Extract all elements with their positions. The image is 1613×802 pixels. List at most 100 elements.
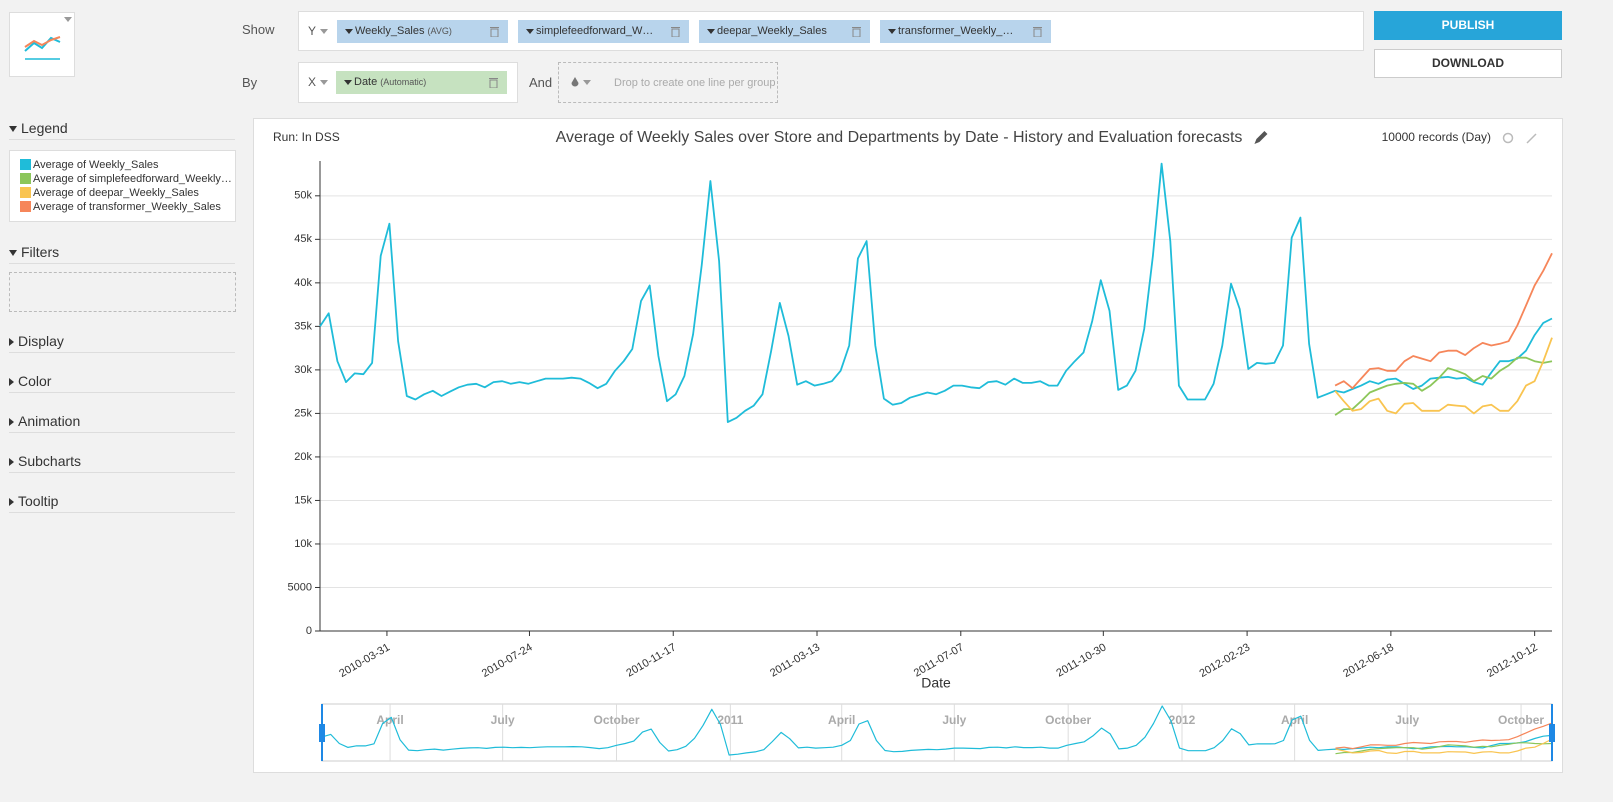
x-tick-label: 2012-02-23: [1197, 641, 1252, 680]
y-tick-label: 10k: [294, 538, 312, 550]
y-tick-label: 40k: [294, 277, 312, 289]
legend-swatch: [20, 201, 31, 212]
measure-agg: (AVG): [427, 26, 452, 36]
navigator-line: [1335, 742, 1553, 755]
legend-label: Average of Weekly_Sales: [33, 159, 159, 171]
sidebar-section[interactable]: Color: [9, 373, 235, 393]
legend-label: Average of transformer_Weekly_Sales: [33, 201, 221, 213]
navigator-label: July: [491, 713, 515, 727]
sidebar-section[interactable]: Animation: [9, 413, 235, 433]
publish-label: PUBLISH: [1441, 18, 1495, 32]
y-tick-label: 5000: [288, 581, 312, 593]
measure-name: Weekly_Sales: [355, 25, 425, 37]
series-line: [1334, 337, 1553, 415]
color-icon: [571, 77, 579, 87]
measure-pill[interactable]: Weekly_Sales (AVG): [337, 20, 508, 43]
sidebar-section[interactable]: Subcharts: [9, 453, 235, 473]
section-title: Legend: [21, 120, 68, 136]
measure-name: transformer_Weekly_Sales: [898, 25, 1016, 37]
section-title: Display: [18, 333, 64, 349]
show-label: Show: [242, 22, 275, 37]
section-title: Filters: [21, 244, 60, 260]
records-label: 10000 records (Day): [1382, 130, 1491, 144]
series-line: [319, 162, 1553, 423]
download-label: DOWNLOAD: [1432, 56, 1504, 70]
delete-icon[interactable]: [489, 77, 498, 88]
x-tick-label: 2010-03-31: [337, 641, 392, 680]
legend-swatch: [20, 187, 31, 198]
delete-icon[interactable]: [490, 26, 499, 37]
legend-swatch: [20, 159, 31, 170]
edit-icon[interactable]: [1254, 131, 1268, 144]
navigator-label: October: [593, 713, 639, 727]
delete-icon[interactable]: [671, 26, 680, 37]
x-axis-label: Date: [921, 675, 951, 691]
chart-card: Run: In DSS Average of Weekly Sales over…: [253, 118, 1563, 773]
x-tick-label: 2011-10-30: [1054, 641, 1108, 679]
x-axis-select[interactable]: X: [308, 75, 329, 89]
section-title: Animation: [18, 413, 81, 429]
legend-item[interactable]: Average of simplefeedforward_Weekly_Sale…: [20, 172, 235, 186]
section-title: Tooltip: [18, 493, 59, 509]
group-drop-hint: Drop to create one line per group: [614, 77, 776, 89]
navigator-line: [1335, 722, 1553, 750]
y-axis: Y: [308, 24, 317, 38]
sidebar-section[interactable]: Display: [9, 333, 235, 353]
legend-label: Average of deepar_Weekly_Sales: [33, 187, 199, 199]
measure-name: simplefeedforward_Weekly_Sales: [536, 25, 656, 37]
filter-dropzone[interactable]: [9, 272, 236, 312]
series-line: [1334, 356, 1553, 416]
legend-swatch: [20, 173, 31, 184]
refresh-icon[interactable]: [1502, 132, 1514, 144]
publish-button[interactable]: PUBLISH: [1374, 11, 1562, 40]
y-dropzone[interactable]: Y Weekly_Sales (AVG) simplefeedforward_We…: [298, 11, 1364, 51]
legend-label: Average of simplefeedforward_Weekly_Sale…: [33, 173, 235, 185]
navigator-label: 2011: [717, 713, 743, 727]
expand-icon[interactable]: [1526, 133, 1537, 144]
delete-icon[interactable]: [1033, 26, 1042, 37]
delete-icon[interactable]: [852, 26, 861, 37]
measure-pill[interactable]: transformer_Weekly_Sales: [880, 20, 1051, 43]
x-tick-label: 2011-03-13: [768, 641, 822, 679]
y-tick-label: 20k: [294, 451, 312, 463]
x-axis: X: [308, 75, 317, 89]
sidebar-section[interactable]: Tooltip: [9, 493, 235, 513]
y-tick-label: 50k: [294, 190, 312, 202]
navigator-label: July: [1395, 713, 1419, 727]
legend-section[interactable]: Legend: [9, 120, 235, 140]
y-tick-label: 30k: [294, 364, 312, 376]
navigator-line: [1335, 738, 1553, 754]
navigator-handle[interactable]: [319, 724, 325, 742]
filters-section[interactable]: Filters: [9, 244, 235, 264]
icon: [24, 17, 72, 60]
section-title: Subcharts: [18, 453, 82, 469]
navigator-line: [321, 705, 1553, 756]
by-label: By: [242, 75, 258, 90]
navigator-label: 2012: [1169, 713, 1196, 727]
section-title: Color: [18, 373, 52, 389]
navigator-label: April: [376, 713, 403, 727]
legend-item[interactable]: Average of deepar_Weekly_Sales: [20, 186, 235, 200]
download-button[interactable]: DOWNLOAD: [1374, 49, 1562, 78]
and-label: And: [529, 75, 553, 90]
chart-title: Average of Weekly Sales over Store and D…: [556, 129, 1243, 146]
legend-item[interactable]: Average of transformer_Weekly_Sales: [20, 200, 235, 214]
navigator-label: July: [942, 713, 966, 727]
navigator-label: October: [1498, 713, 1544, 727]
legend-item[interactable]: Average of Weekly_Sales: [20, 158, 235, 172]
navigator-handle[interactable]: [1549, 724, 1555, 742]
x-tick-label: 2012-10-12: [1485, 641, 1540, 680]
measure-pill[interactable]: simplefeedforward_Weekly_Sales: [518, 20, 689, 43]
measure-pill[interactable]: deepar_Weekly_Sales: [699, 20, 870, 43]
y-axis-select[interactable]: Y: [308, 24, 329, 38]
navigator-label: April: [828, 713, 855, 727]
measure-name: deepar_Weekly_Sales: [717, 25, 827, 37]
dimension-mode: (Automatic): [380, 77, 427, 87]
x-dropzone[interactable]: X Date (Automatic): [298, 62, 518, 103]
dimension-pill[interactable]: Date (Automatic): [336, 71, 507, 94]
x-tick-label: 2010-07-24: [480, 641, 535, 680]
chart-type-icon[interactable]: [9, 12, 75, 77]
group-dropzone[interactable]: Drop to create one line per group: [558, 62, 778, 103]
legend: Average of Weekly_Sales Average of simple…: [9, 150, 236, 222]
